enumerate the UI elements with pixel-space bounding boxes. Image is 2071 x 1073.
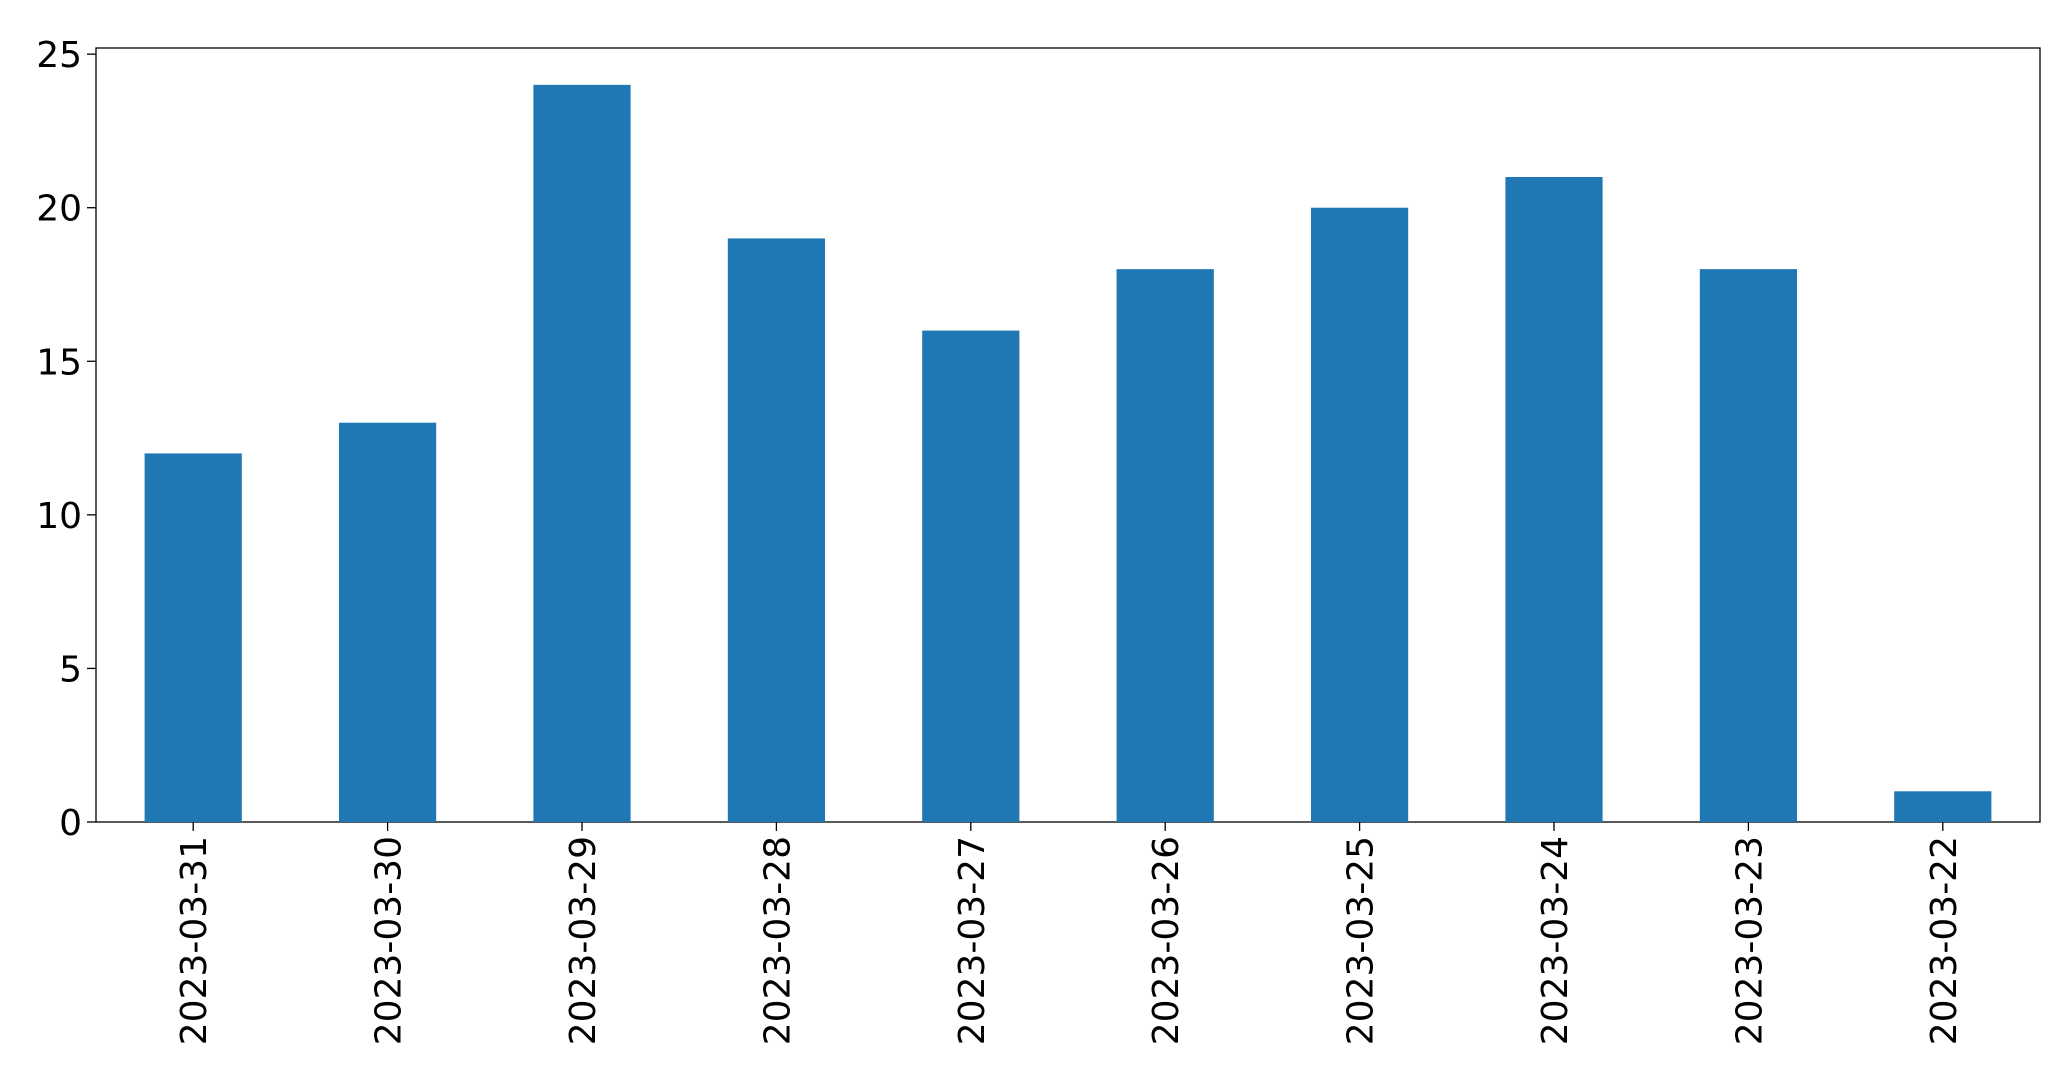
y-tick-label: 5: [59, 649, 82, 690]
bar: [922, 330, 1020, 822]
x-tick-label: 2023-03-22: [1924, 836, 1965, 1045]
bar: [533, 84, 631, 823]
bar: [1116, 269, 1214, 823]
y-tick-label: 20: [36, 189, 82, 230]
x-tick-label: 2023-03-24: [1535, 836, 1576, 1045]
y-tick-label: 10: [36, 496, 82, 537]
x-tick-label: 2023-03-31: [174, 836, 215, 1045]
x-tick-label: 2023-03-29: [563, 836, 604, 1045]
bar: [1699, 269, 1797, 823]
y-tick-label: 0: [59, 803, 82, 844]
plot-frame: [95, 47, 2041, 823]
y-tick-label: 25: [36, 35, 82, 76]
y-tick-label: 15: [36, 342, 82, 383]
bar: [1311, 207, 1409, 822]
x-tick-label: 2023-03-27: [952, 836, 993, 1045]
x-tick-label: 2023-03-26: [1146, 836, 1187, 1045]
bar: [1894, 791, 1992, 822]
bar: [727, 238, 825, 822]
bar: [1505, 177, 1603, 822]
bar: [339, 422, 437, 822]
x-tick-label: 2023-03-30: [369, 836, 410, 1045]
x-tick-label: 2023-03-28: [757, 836, 798, 1045]
bar: [144, 453, 242, 822]
x-tick-label: 2023-03-25: [1341, 836, 1382, 1045]
x-tick-label: 2023-03-23: [1729, 836, 1770, 1045]
